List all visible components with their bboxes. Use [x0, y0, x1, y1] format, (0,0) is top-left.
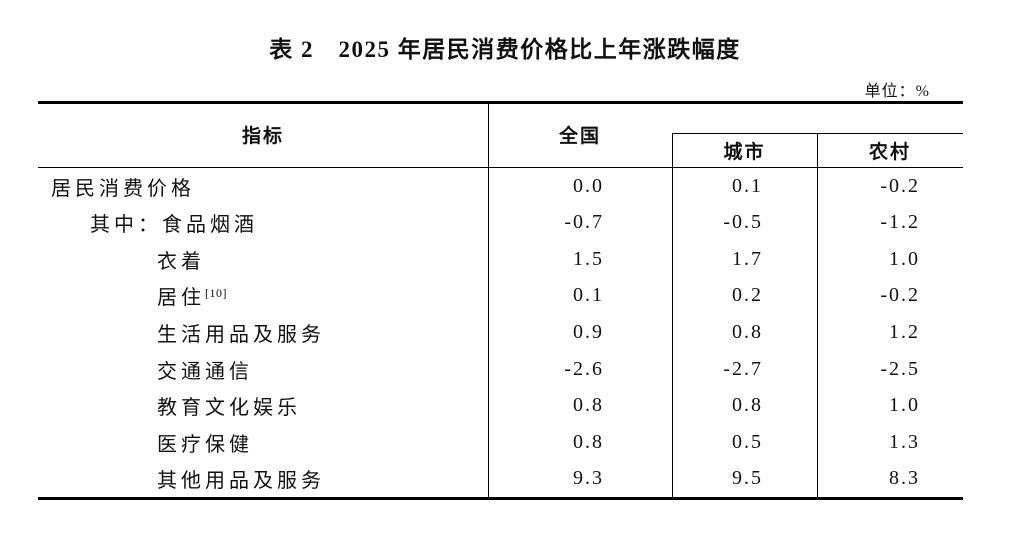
cell-city: 0.1	[732, 174, 763, 197]
row-label: 教育文化娱乐	[38, 391, 488, 420]
cell-city: -0.5	[723, 211, 763, 234]
cell-rural: -2.5	[880, 357, 920, 380]
cell-national: 0.8	[573, 394, 604, 417]
cell-city: 9.5	[732, 467, 763, 490]
table-row: 交通通信 -2.6 -2.7 -2.5	[38, 351, 963, 388]
row-label-text: 居住	[157, 287, 205, 310]
cell-national: 0.1	[573, 284, 604, 307]
table-top-border-line	[38, 101, 963, 104]
table-row: 医疗保健 0.8 0.5 1.3	[38, 424, 963, 461]
cell-national: 1.5	[573, 247, 604, 270]
cell-national: -0.7	[564, 211, 604, 234]
table-row: 生活用品及服务 0.9 0.8 1.2	[38, 314, 963, 351]
row-label: 居住[10]	[38, 281, 488, 310]
header-national: 全国	[558, 126, 601, 147]
cell-city: 0.5	[732, 430, 763, 453]
row-label-text: 交通通信	[157, 360, 253, 383]
table-rows: 居民消费价格 0.0 0.1 -0.2 其中：食品烟酒 -0.7 -0.5 -1…	[38, 168, 963, 497]
table-row: 居民消费价格 0.0 0.1 -0.2	[38, 168, 963, 205]
cell-rural: -0.2	[880, 284, 920, 307]
cell-rural: 1.3	[889, 430, 920, 453]
indicator-column-divider-line	[488, 101, 489, 500]
cell-rural: 1.2	[889, 321, 920, 344]
city-rural-divider-line	[817, 133, 818, 500]
cell-rural: -0.2	[880, 174, 920, 197]
row-footnote-ref: [10]	[205, 286, 227, 301]
cell-national: 0.0	[573, 174, 604, 197]
row-label-text: 医疗保健	[157, 433, 253, 456]
cell-city: -2.7	[723, 357, 763, 380]
cell-city: 0.8	[732, 394, 763, 417]
table-title: 表 2 2025 年居民消费价格比上年涨跌幅度	[269, 37, 741, 62]
table-bottom-border-line	[38, 497, 963, 500]
table-row: 其他用品及服务 9.3 9.5 8.3	[38, 461, 963, 498]
header-indicator: 指标	[241, 126, 284, 147]
row-label: 居民消费价格	[38, 172, 488, 201]
cell-national: 0.9	[573, 321, 604, 344]
cell-city: 1.7	[732, 247, 763, 270]
row-label-text: 生活用品及服务	[157, 324, 325, 347]
cell-city: 0.2	[732, 284, 763, 307]
row-label: 生活用品及服务	[38, 318, 488, 347]
row-label: 其他用品及服务	[38, 464, 488, 493]
cell-rural: 1.0	[889, 247, 920, 270]
table-row: 衣着 1.5 1.7 1.0	[38, 241, 963, 278]
cell-national: 9.3	[573, 467, 604, 490]
header-city: 城市	[723, 142, 766, 163]
cell-rural: -1.2	[880, 211, 920, 234]
row-label-text: 其中：食品烟酒	[90, 214, 258, 237]
cell-rural: 1.0	[889, 394, 920, 417]
table-row: 教育文化娱乐 0.8 0.8 1.0	[38, 387, 963, 424]
row-label: 其中：食品烟酒	[38, 208, 488, 237]
row-label-text: 教育文化娱乐	[157, 397, 301, 420]
national-column-divider-line	[672, 133, 673, 500]
row-label: 衣着	[38, 245, 488, 274]
row-label: 交通通信	[38, 355, 488, 384]
cell-national: 0.8	[573, 430, 604, 453]
table-row: 居住[10] 0.1 0.2 -0.2	[38, 278, 963, 315]
header-rural: 农村	[868, 142, 911, 163]
cell-city: 0.8	[732, 321, 763, 344]
cell-rural: 8.3	[889, 467, 920, 490]
row-label: 医疗保健	[38, 428, 488, 457]
row-label-text: 居民消费价格	[51, 177, 195, 200]
header-underline	[38, 167, 963, 168]
table-row: 其中：食品烟酒 -0.7 -0.5 -1.2	[38, 205, 963, 242]
unit-label: 单位：%	[864, 83, 930, 100]
cell-national: -2.6	[564, 357, 604, 380]
row-label-text: 其他用品及服务	[157, 470, 325, 493]
row-label-text: 衣着	[157, 250, 205, 273]
